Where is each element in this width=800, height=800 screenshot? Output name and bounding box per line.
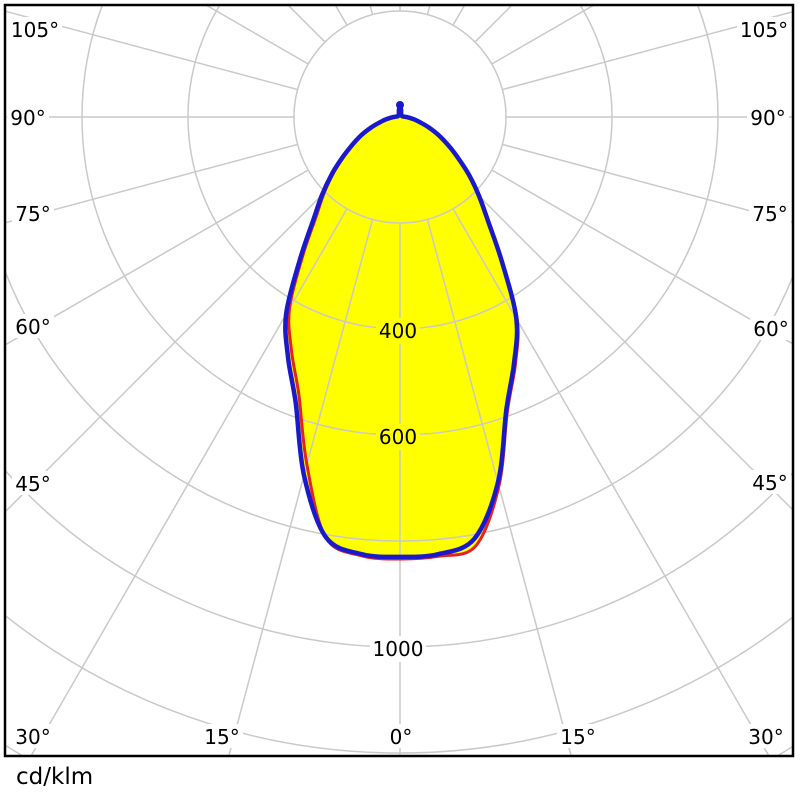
chart-frame (3, 3, 795, 758)
angle-label: 90° (10, 106, 45, 130)
ring-label-bg (376, 424, 420, 450)
angle-label-bg (749, 201, 791, 225)
grid-spoke (491, 169, 793, 345)
angle-label-bg (749, 470, 791, 494)
angle-label-bg (8, 17, 62, 41)
angle-label-bg (12, 471, 54, 495)
angle-label-bg (386, 724, 416, 748)
grid-spoke (474, 191, 793, 512)
angle-label-bg (12, 724, 54, 748)
angle-label: 75° (752, 202, 787, 226)
angle-label-bg (750, 316, 792, 340)
grid-spoke (5, 10, 298, 91)
angle-label-bg (747, 105, 789, 129)
angle-label: 30° (15, 725, 50, 749)
angle-label-bg (737, 17, 791, 41)
curve-c90-c270 (283, 102, 520, 560)
angle-label: 60° (753, 317, 788, 341)
angle-label-bg (7, 105, 49, 129)
angle-label: 45° (752, 471, 787, 495)
grid-spoke (502, 143, 793, 224)
angle-label-bg (745, 724, 787, 748)
angle-label: 45° (15, 472, 50, 496)
grid-spoke (5, 191, 326, 514)
angle-label-bg (201, 724, 243, 748)
grid-spoke (5, 143, 298, 224)
unit-label: cd/klm (16, 764, 94, 790)
angle-label: 0° (390, 725, 413, 749)
grid-spoke (502, 10, 793, 91)
ring-label: 600 (379, 425, 417, 449)
angle-label: 75° (15, 202, 50, 226)
angle-label: 15° (560, 725, 595, 749)
peak-marker (396, 101, 404, 109)
angle-label: 15° (204, 725, 239, 749)
ring-label: 400 (379, 319, 417, 343)
angle-label: 60° (15, 315, 50, 339)
angle-label: 105° (740, 18, 788, 42)
grid-spoke (5, 169, 309, 346)
angle-label-bg (12, 201, 54, 225)
angle-label: 105° (11, 18, 59, 42)
angle-label-bg (12, 314, 54, 338)
ring-label-bg (370, 636, 426, 662)
grid-spoke (426, 219, 572, 756)
grid-spoke (228, 219, 374, 756)
ring-label-bg (376, 318, 420, 344)
angle-label: 30° (748, 725, 783, 749)
angle-label: 90° (750, 106, 785, 130)
grid-spoke (30, 208, 348, 756)
grid-spoke (452, 208, 770, 756)
angle-label-bg (557, 724, 599, 748)
ring-label: 1000 (373, 637, 424, 661)
